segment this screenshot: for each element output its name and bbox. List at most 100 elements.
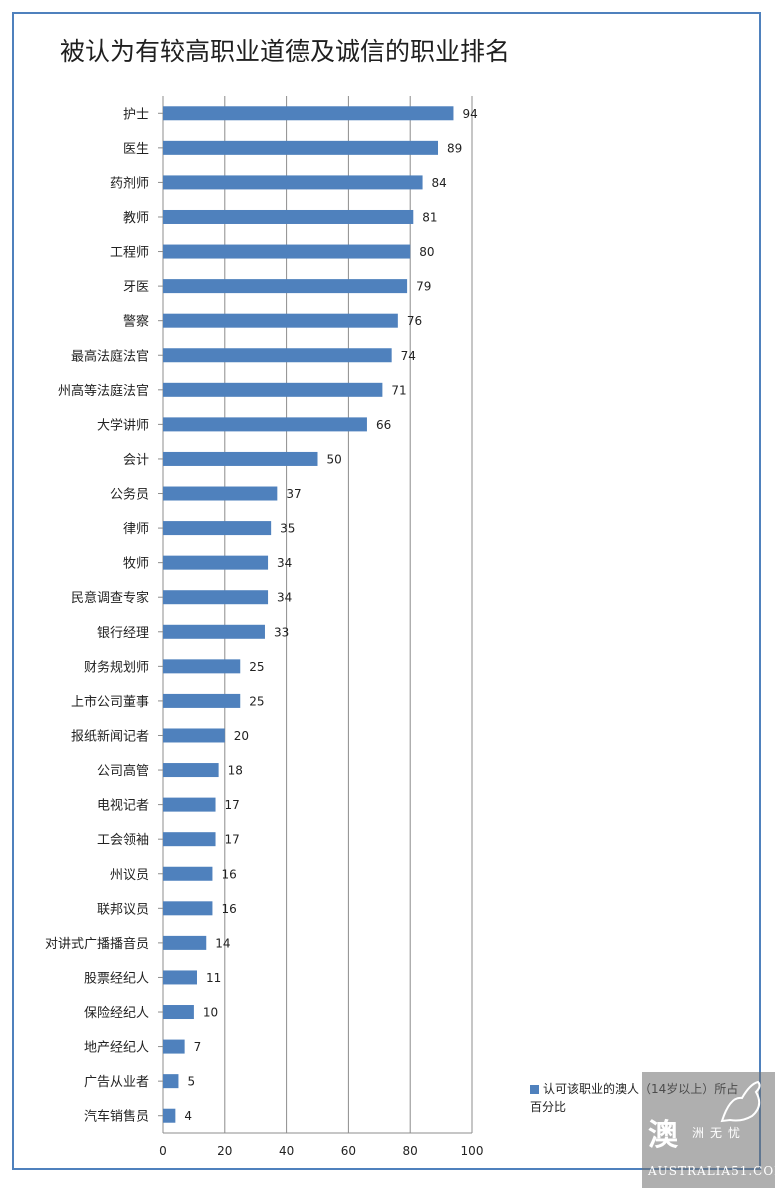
bar <box>163 797 216 812</box>
category-label: 护士 <box>123 107 149 122</box>
x-tick-label: 100 <box>461 1144 484 1158</box>
category-label: 警察 <box>123 314 149 330</box>
category-label: 大学讲师 <box>97 417 149 433</box>
bar <box>163 209 414 224</box>
bar <box>163 1108 176 1123</box>
data-label: 80 <box>419 245 434 259</box>
bar <box>163 624 265 639</box>
data-label: 94 <box>462 107 477 121</box>
data-label: 16 <box>221 867 236 881</box>
x-tick-label: 0 <box>159 1144 167 1158</box>
kangaroo-icon <box>720 1080 761 1123</box>
bar <box>163 244 411 259</box>
data-label: 37 <box>286 487 301 501</box>
bar <box>163 382 383 397</box>
category-label: 律师 <box>123 522 149 537</box>
category-label: 医生 <box>123 142 149 157</box>
watermark-small-text: 洲无忧 <box>692 1126 747 1140</box>
chart-frame <box>12 12 761 1170</box>
data-label: 14 <box>215 936 230 950</box>
bar <box>163 866 213 881</box>
bar <box>163 1005 194 1020</box>
bar <box>163 106 454 121</box>
bar <box>163 763 219 778</box>
category-label: 公司高管 <box>97 763 149 779</box>
watermark-domain: AUSTRALIA51.COM <box>648 1164 775 1178</box>
data-label: 11 <box>206 971 221 985</box>
chart-title: 被认为有较高职业道德及诚信的职业排名 <box>60 37 511 66</box>
category-label: 牧师 <box>123 557 149 572</box>
category-label: 民意调查专家 <box>71 590 149 606</box>
data-label: 89 <box>447 141 462 155</box>
category-label: 上市公司董事 <box>71 694 149 710</box>
watermark-big-text: 澳 <box>648 1118 678 1153</box>
bar <box>163 970 197 985</box>
data-label: 66 <box>376 418 391 432</box>
bar <box>163 279 408 294</box>
data-label: 4 <box>184 1109 192 1123</box>
data-label: 7 <box>194 1040 202 1054</box>
category-label: 教师 <box>123 210 149 226</box>
category-label: 对讲式广播播音员 <box>45 936 149 952</box>
category-label: 保险经纪人 <box>84 1006 149 1021</box>
data-label: 20 <box>234 729 249 743</box>
data-label: 34 <box>277 556 292 570</box>
bar <box>163 901 213 916</box>
data-label: 25 <box>249 694 264 708</box>
data-label: 76 <box>407 314 422 328</box>
bar <box>163 693 241 708</box>
data-label: 71 <box>391 383 406 397</box>
category-label: 报纸新闻记者 <box>71 728 149 744</box>
x-tick-label: 60 <box>341 1144 356 1158</box>
bar <box>163 140 439 155</box>
data-label: 5 <box>187 1075 195 1089</box>
category-label: 工会领袖 <box>97 833 149 848</box>
bar <box>163 555 269 570</box>
x-tick-label: 20 <box>217 1144 232 1158</box>
bar <box>163 521 272 536</box>
data-label: 25 <box>249 660 264 674</box>
category-label: 联邦议员 <box>97 902 149 917</box>
category-label: 公务员 <box>110 487 149 503</box>
data-label: 35 <box>280 522 295 536</box>
category-label: 最高法庭法官 <box>71 348 149 364</box>
data-label: 17 <box>225 833 240 847</box>
category-label: 牙医 <box>123 280 149 295</box>
data-label: 50 <box>327 452 342 466</box>
category-label: 银行经理 <box>97 626 149 641</box>
bar <box>163 348 392 363</box>
x-tick-label: 80 <box>403 1144 418 1158</box>
bar <box>163 832 216 847</box>
bar <box>163 1074 179 1089</box>
category-label: 广告从业者 <box>84 1075 149 1090</box>
data-label: 33 <box>274 625 289 639</box>
legend-swatch <box>530 1085 539 1094</box>
category-label: 州议员 <box>110 868 149 883</box>
category-label: 工程师 <box>110 246 149 261</box>
bar <box>163 590 269 605</box>
bar <box>163 175 423 190</box>
bar <box>163 417 367 432</box>
category-label: 会计 <box>123 453 149 468</box>
category-label: 股票经纪人 <box>84 971 149 986</box>
data-label: 79 <box>416 280 431 294</box>
data-label: 74 <box>401 349 416 363</box>
bar <box>163 451 318 466</box>
category-label: 药剂师 <box>110 176 149 191</box>
category-label: 地产经纪人 <box>84 1041 149 1056</box>
category-label: 电视记者 <box>97 799 149 814</box>
data-label: 84 <box>432 176 447 190</box>
bar <box>163 486 278 501</box>
data-label: 10 <box>203 1006 218 1020</box>
watermark-logo: 澳 洲无忧 AUSTRALIA51.COM <box>642 1072 775 1188</box>
category-label: 财务规划师 <box>84 659 149 675</box>
bar <box>163 1039 185 1054</box>
data-label: 17 <box>225 798 240 812</box>
category-label: 汽车销售员 <box>84 1109 149 1125</box>
bar <box>163 935 207 950</box>
data-label: 16 <box>221 902 236 916</box>
x-tick-label: 40 <box>279 1144 294 1158</box>
data-label: 34 <box>277 591 292 605</box>
data-label: 18 <box>228 764 243 778</box>
